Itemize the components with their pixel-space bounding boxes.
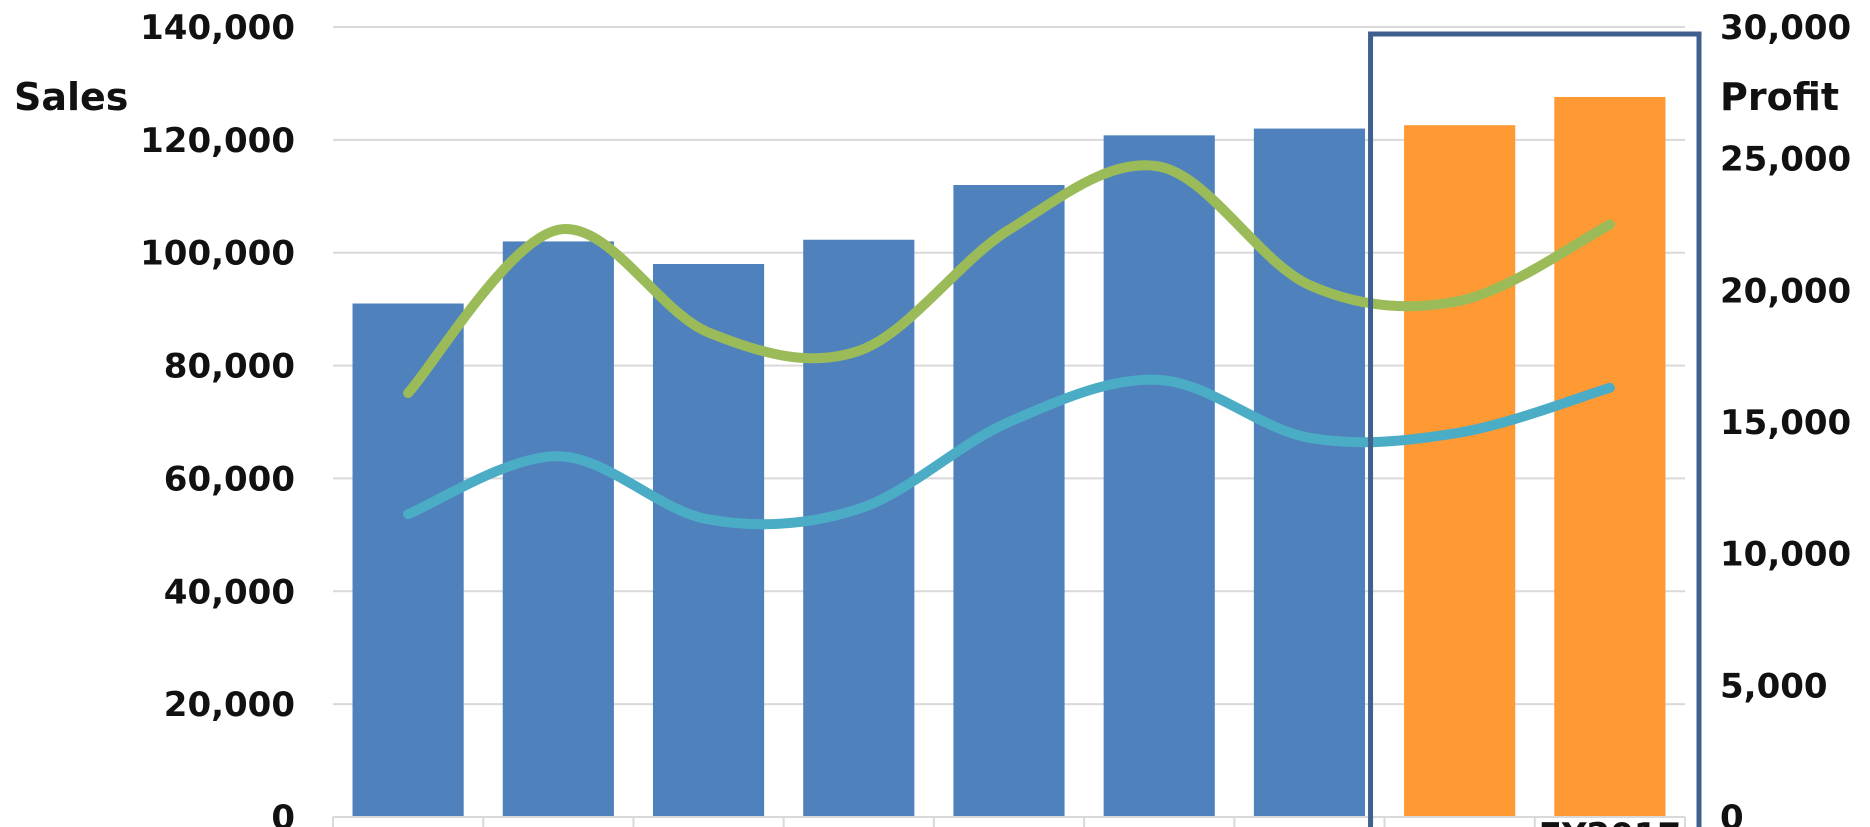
- left-tick-label: 20,000: [164, 685, 295, 725]
- highlight-box: [1368, 31, 1702, 827]
- left-tick-label: 120,000: [140, 121, 295, 161]
- left-axis-title: Sales: [14, 75, 128, 119]
- profit-line-blue: [403, 374, 1615, 530]
- right-tick-label: 15,000: [1720, 403, 1851, 443]
- sales-bar: [1554, 96, 1666, 817]
- profit-line-green: [403, 160, 1615, 399]
- left-tick-label: 0: [271, 798, 295, 827]
- sales-bars: [352, 96, 1666, 818]
- profit-lines: [403, 160, 1615, 530]
- left-y-axis-ticks: 0 20,000 40,000 60,000 80,000 100,000 120,000 1…: [140, 8, 295, 827]
- highlight-rectangle: [1368, 31, 1702, 827]
- right-tick-label: 25,000: [1720, 140, 1851, 180]
- sales-bar: [1404, 125, 1516, 817]
- x-axis: FY2017: [332, 816, 1686, 827]
- left-tick-label: 100,000: [140, 234, 295, 274]
- right-tick-label: 0: [1720, 798, 1744, 827]
- sales-bar: [502, 241, 614, 817]
- right-tick-label: 10,000: [1720, 535, 1851, 575]
- right-tick-label: 5,000: [1720, 666, 1828, 706]
- left-tick-label: 80,000: [164, 347, 295, 387]
- x-tick-label: FY2017: [1539, 816, 1681, 827]
- sales-bar: [803, 239, 915, 817]
- sales-bar: [953, 185, 1065, 817]
- right-tick-label: 20,000: [1720, 271, 1851, 311]
- right-tick-label: 30,000: [1720, 8, 1851, 48]
- right-axis-title: Profit: [1720, 75, 1839, 119]
- right-y-axis-ticks: 0 5,000 10,000 15,000 20,000 25,000 30,000: [1720, 8, 1851, 827]
- sales-bar: [1103, 135, 1215, 818]
- sales-bar: [352, 303, 464, 817]
- sales-bar: [652, 264, 765, 817]
- left-tick-label: 140,000: [140, 8, 295, 48]
- sales-bar: [1253, 128, 1366, 818]
- left-tick-label: 60,000: [164, 459, 295, 499]
- left-tick-label: 40,000: [164, 572, 295, 612]
